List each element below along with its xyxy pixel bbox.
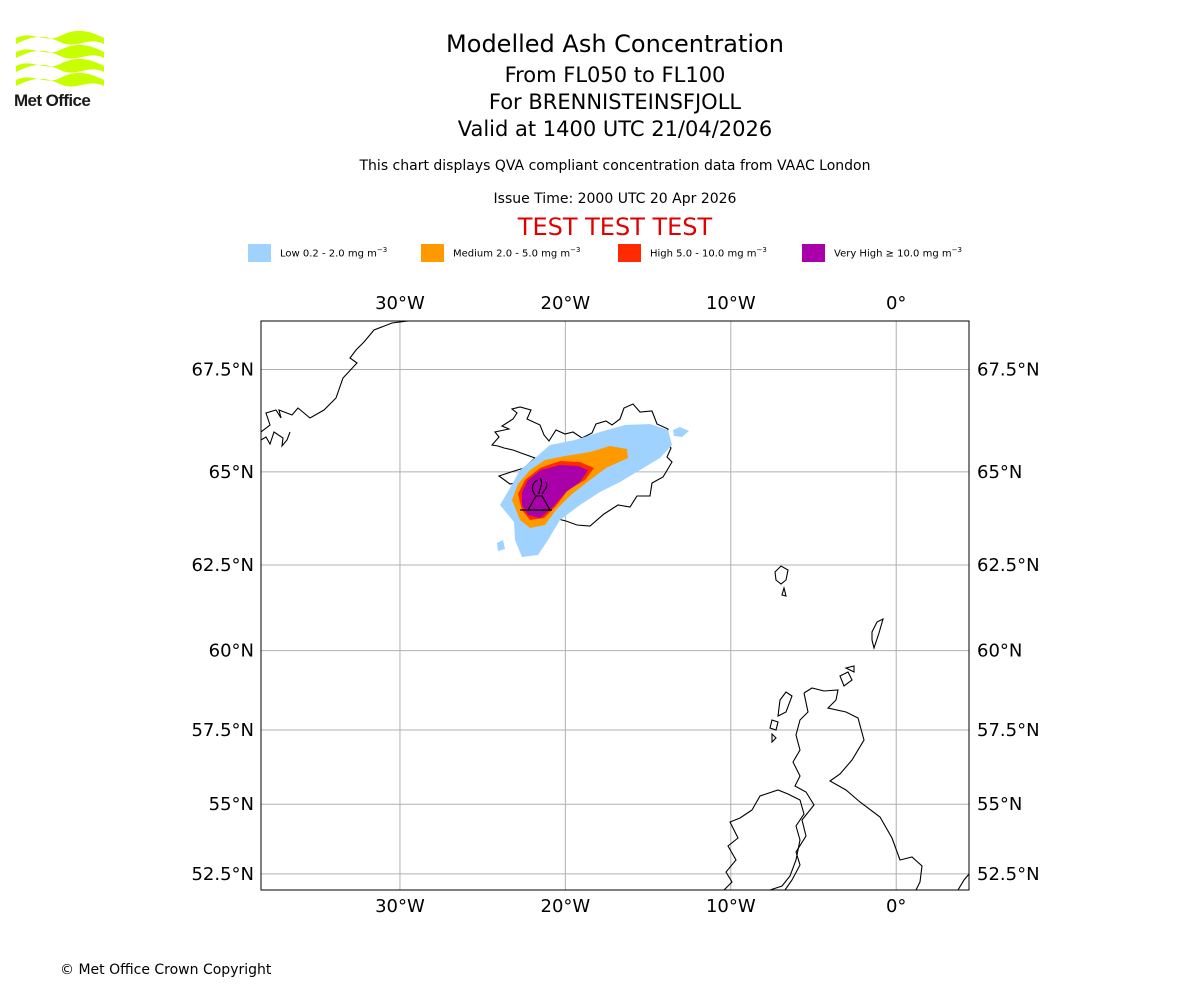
legend-swatch-low [248, 244, 271, 262]
shetland-coast [871, 617, 884, 650]
greenland-coast [261, 321, 430, 433]
lon-label-top: 30°W [375, 293, 425, 314]
lat-label-left: 55°N [209, 794, 254, 815]
legend-swatch-high [618, 244, 641, 262]
issue-time: Issue Time: 2000 UTC 20 Apr 2026 [493, 191, 737, 207]
ash-low-islet [673, 427, 689, 437]
test-banner: TEST TEST TEST [517, 213, 713, 241]
lat-label-right: 57.5°N [977, 720, 1040, 741]
great-britain-coast [784, 687, 923, 890]
lat-label-left: 62.5°N [191, 555, 254, 576]
lon-label-top: 0° [886, 293, 906, 314]
volcano-name: For BRENNISTEINSFJOLL [488, 90, 742, 114]
logo-text: Met Office [14, 91, 91, 110]
lat-label-left: 52.5°N [191, 864, 254, 885]
met-office-logo-icon [16, 30, 104, 87]
greenland-coast-south [261, 431, 291, 448]
legend-swatch-medium [421, 244, 444, 262]
ash-low-islet-2 [497, 540, 505, 551]
lon-label-top: 10°W [706, 293, 756, 314]
ireland-coast [723, 789, 805, 890]
legend-swatch-very-high [802, 244, 825, 262]
continental-coast [957, 873, 969, 890]
axis-labels: 30°W 30°W 20°W 20°W 10°W 10°W 0° 0° 67.5°N 67.5°N… [191, 293, 1039, 917]
lat-label-right: 52.5°N [977, 864, 1040, 885]
lat-label-left: 60°N [209, 641, 254, 662]
lat-label-right: 67.5°N [977, 359, 1040, 380]
compliance-note: This chart displays QVA compliant concen… [359, 158, 871, 174]
lon-label-bottom: 20°W [541, 896, 591, 917]
iceland-coast [490, 403, 673, 527]
copyright-notice: © Met Office Crown Copyright [60, 962, 272, 978]
legend-label-very-high: Very High ≥ 10.0 mg m−3 [834, 246, 962, 260]
faroe-coast [774, 565, 789, 597]
lat-label-left: 67.5°N [191, 359, 254, 380]
legend-label-low: Low 0.2 - 2.0 mg m−3 [280, 246, 388, 260]
ash-very-high [522, 465, 588, 518]
flight-level-range: From FL050 to FL100 [504, 63, 726, 87]
lat-label-right: 62.5°N [977, 555, 1040, 576]
legend-label-medium: Medium 2.0 - 5.0 mg m−3 [453, 246, 581, 260]
lat-label-right: 60°N [977, 641, 1022, 662]
volcano-icon [520, 477, 552, 511]
lon-label-bottom: 0° [886, 896, 906, 917]
map-frame [261, 321, 969, 890]
map-border [260, 320, 970, 891]
lat-label-left: 57.5°N [191, 720, 254, 741]
lon-label-bottom: 10°W [706, 896, 756, 917]
valid-time: Valid at 1400 UTC 21/04/2026 [457, 117, 773, 141]
orkney-coast [839, 665, 855, 687]
lon-label-top: 20°W [541, 293, 591, 314]
lon-label-bottom: 30°W [375, 896, 425, 917]
lat-label-left: 65°N [209, 462, 254, 483]
ash-plume [497, 424, 689, 557]
lat-label-right: 55°N [977, 794, 1022, 815]
hebrides-coast [769, 691, 793, 744]
chart-title: Modelled Ash Concentration [446, 30, 784, 58]
lat-label-right: 65°N [977, 462, 1022, 483]
graticule [261, 321, 969, 890]
legend-label-high: High 5.0 - 10.0 mg m−3 [650, 246, 767, 260]
coastlines [261, 321, 969, 890]
